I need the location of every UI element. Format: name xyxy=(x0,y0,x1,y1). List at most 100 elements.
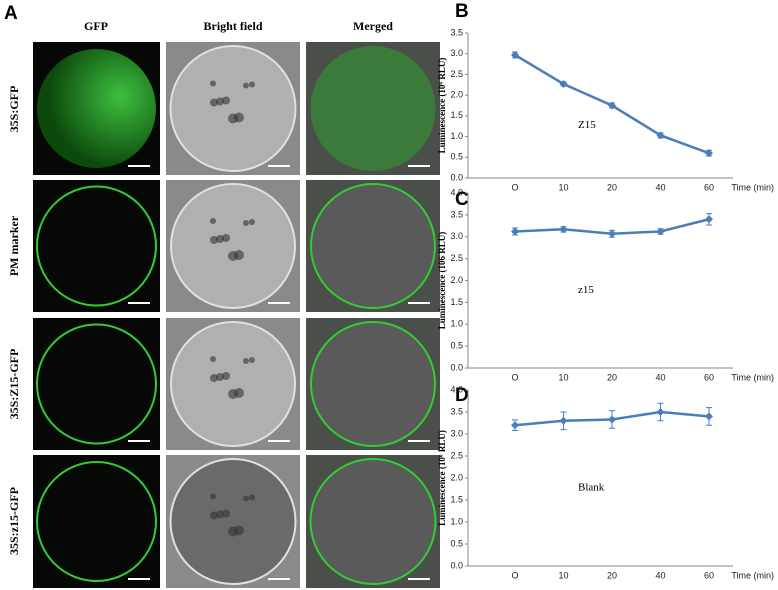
marker xyxy=(608,415,616,424)
x-tick-label: O xyxy=(511,570,518,580)
x-axis-label: Time (min) xyxy=(731,372,774,382)
organelle xyxy=(222,509,230,518)
x-tick-label: 20 xyxy=(607,182,617,192)
cell xyxy=(36,185,157,307)
x-axis-label: Time (min) xyxy=(731,570,774,580)
organelle xyxy=(228,389,238,399)
row-label: 35S:z15-GFP xyxy=(7,487,21,555)
organelle xyxy=(216,235,224,243)
row-label: PM marker xyxy=(7,215,21,276)
marker xyxy=(705,149,713,158)
organelle xyxy=(243,220,249,226)
panel-label: C xyxy=(455,189,469,210)
x-tick-label: 40 xyxy=(655,570,665,580)
y-tick-label: 1.5 xyxy=(450,494,463,504)
organelle xyxy=(243,82,249,89)
marker xyxy=(559,416,568,425)
scale-bar xyxy=(268,578,290,580)
marker xyxy=(511,50,519,59)
x-tick-label: 60 xyxy=(704,570,714,580)
column-label: Merged xyxy=(353,19,393,33)
cell xyxy=(310,46,436,171)
marker xyxy=(656,227,665,236)
cell xyxy=(36,461,157,582)
cell xyxy=(310,321,436,447)
organelle xyxy=(210,236,218,244)
scale-bar xyxy=(128,440,150,442)
y-tick-label: 0.0 xyxy=(450,362,463,372)
y-tick-label: 3.0 xyxy=(450,231,463,241)
annotation: z15 xyxy=(578,284,594,296)
y-tick-label: 0.0 xyxy=(450,172,463,182)
x-tick-label: 60 xyxy=(704,182,714,192)
marker xyxy=(656,408,665,416)
y-tick-label: 1.0 xyxy=(450,131,463,141)
annotation: Z15 xyxy=(578,119,596,131)
x-tick-label: 10 xyxy=(558,182,568,192)
organelle xyxy=(210,218,216,224)
scale-bar xyxy=(408,165,430,167)
y-axis-label: Luminescence (10⁶ RLU) xyxy=(437,58,447,154)
y-tick-label: 4.0 xyxy=(450,384,463,394)
scale-bar xyxy=(268,165,290,167)
y-tick-label: 1.5 xyxy=(450,297,463,307)
organelle xyxy=(243,495,249,502)
organelle xyxy=(228,113,238,124)
scale-bar xyxy=(408,440,430,442)
organelle xyxy=(222,234,230,242)
scale-bar xyxy=(268,302,290,304)
x-tick-label: O xyxy=(511,182,518,192)
x-axis-label: Time (min) xyxy=(731,182,774,192)
cell xyxy=(170,183,296,309)
marker xyxy=(608,101,616,110)
y-tick-label: 1.5 xyxy=(450,110,463,120)
organelle xyxy=(216,373,224,381)
micrograph xyxy=(33,318,160,450)
organelle xyxy=(216,97,224,106)
scale-bar xyxy=(128,578,150,580)
panel-label: B xyxy=(455,1,469,22)
column-label: GFP xyxy=(84,19,108,33)
micrograph xyxy=(33,180,160,312)
micrographs xyxy=(33,42,440,588)
organelle xyxy=(228,251,238,261)
organelle xyxy=(210,356,216,362)
marker xyxy=(511,227,519,236)
x-tick-label: 10 xyxy=(558,372,568,382)
marker xyxy=(705,412,713,421)
x-tick-label: O xyxy=(511,372,518,382)
organelle xyxy=(216,510,224,519)
y-tick-label: 3.5 xyxy=(450,209,463,219)
cell xyxy=(169,45,297,172)
organelle xyxy=(243,358,249,364)
marker xyxy=(705,215,713,224)
organelle xyxy=(210,493,216,500)
cell xyxy=(169,458,297,585)
cell xyxy=(37,49,156,168)
organelle xyxy=(249,81,255,88)
y-tick-label: 3.5 xyxy=(450,406,463,416)
y-tick-label: 3.5 xyxy=(450,27,463,37)
marker xyxy=(608,229,616,238)
x-tick-label: 10 xyxy=(558,570,568,580)
organelle xyxy=(222,372,230,380)
x-tick-label: 20 xyxy=(607,372,617,382)
y-tick-label: 0.5 xyxy=(450,538,463,548)
organelle xyxy=(249,357,255,363)
micrograph xyxy=(33,455,160,588)
y-tick-label: 2.0 xyxy=(450,472,463,482)
scale-bar xyxy=(268,440,290,442)
x-tick-label: 40 xyxy=(655,372,665,382)
organelle xyxy=(249,494,255,501)
organelle xyxy=(249,219,255,225)
y-tick-label: 2.5 xyxy=(450,450,463,460)
panel-label: A xyxy=(4,3,18,24)
organelle xyxy=(228,526,238,537)
row-label: 35S:Z15-GFP xyxy=(7,349,21,420)
annotation: Blank xyxy=(578,482,605,494)
organelle xyxy=(210,80,216,87)
cell xyxy=(309,458,437,585)
y-tick-label: 0.5 xyxy=(450,341,463,351)
